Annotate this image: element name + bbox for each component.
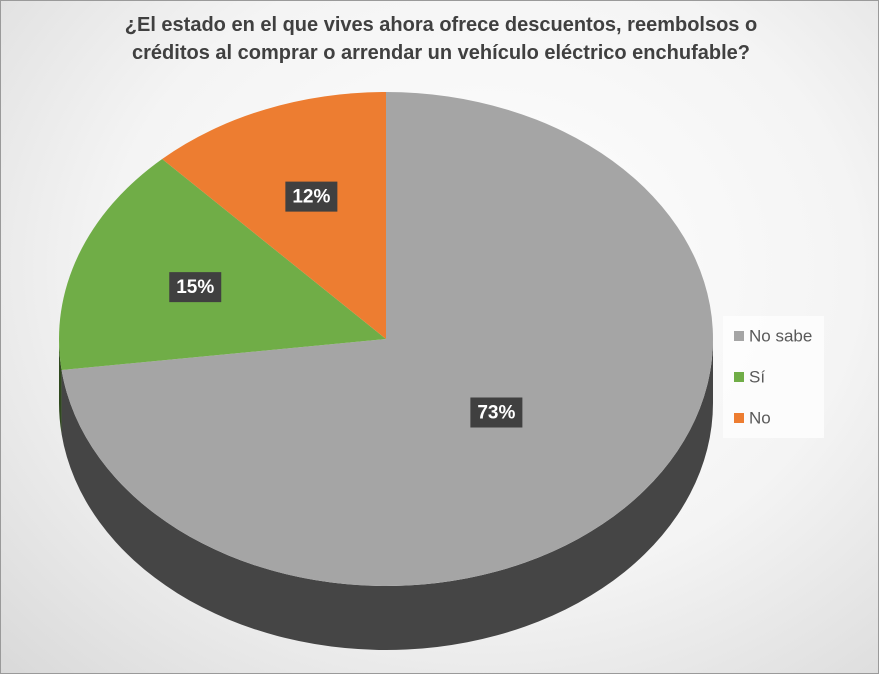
slice-side	[61, 339, 713, 651]
slice	[59, 158, 387, 370]
data-label-box	[285, 181, 338, 212]
legend-label: No	[749, 408, 771, 427]
legend-label: No sabe	[749, 326, 812, 345]
slice	[61, 92, 714, 587]
legend-swatch	[734, 331, 744, 341]
legend-swatch	[734, 413, 744, 423]
slice	[162, 92, 386, 339]
chart-title: ¿El estado en el que vives ahora ofrece …	[124, 14, 758, 64]
data-label-box	[470, 397, 523, 428]
slice-side	[59, 339, 62, 434]
data-label: 12%	[292, 187, 330, 208]
legend-swatch	[734, 372, 744, 382]
data-label-box	[169, 272, 222, 303]
legend-label: Sí	[749, 367, 765, 386]
data-label: 73%	[477, 403, 515, 424]
data-label: 15%	[176, 277, 214, 298]
